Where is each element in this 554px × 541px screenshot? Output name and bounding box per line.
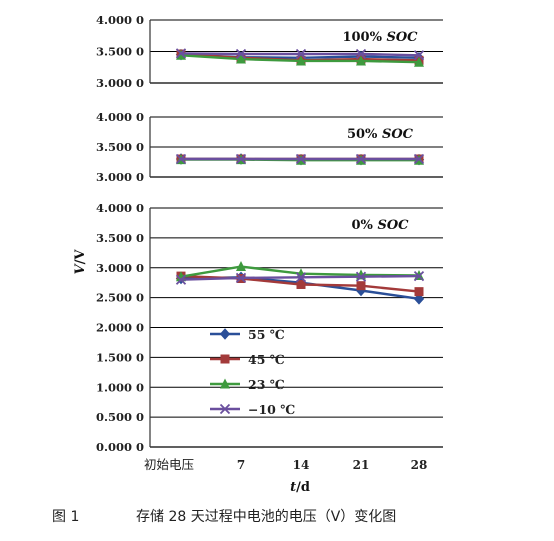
data-point <box>175 274 187 285</box>
y-tick-label: 0.500 0 <box>96 410 144 424</box>
y-tick-label: 3.500 0 <box>96 231 144 245</box>
y-axis-label: V/V <box>73 249 88 275</box>
data-point <box>356 55 366 66</box>
y-tick-label: 4.000 0 <box>96 201 144 215</box>
caption-number: 图 1 <box>52 509 80 525</box>
data-point <box>413 293 425 305</box>
x-tick-label: 28 <box>411 458 428 472</box>
data-point <box>414 287 424 297</box>
legend-marker <box>219 328 231 340</box>
y-tick-label: 0.000 0 <box>96 440 144 454</box>
data-point <box>175 153 187 165</box>
y-tick-label: 1.500 0 <box>96 350 144 364</box>
x-tick-label: 7 <box>237 458 245 472</box>
x-axis-label: t/d <box>290 480 310 495</box>
legend-marker <box>220 354 230 364</box>
data-point <box>355 153 367 165</box>
y-tick-label: 2.000 0 <box>96 321 144 335</box>
panel-title: 50% SOC <box>347 127 414 142</box>
y-tick-label: 3.500 0 <box>96 45 144 59</box>
data-point <box>355 271 367 282</box>
x-tick-label: 14 <box>293 458 310 472</box>
y-tick-label: 3.000 0 <box>96 76 144 90</box>
y-tick-label: 3.500 0 <box>96 140 144 154</box>
data-point <box>413 50 425 61</box>
data-point <box>235 48 247 60</box>
x-tick-label: 21 <box>353 458 370 472</box>
y-tick-label: 2.500 0 <box>96 291 144 305</box>
y-tick-label: 3.000 0 <box>96 261 144 275</box>
legend-marker <box>219 403 231 415</box>
data-point <box>296 279 306 289</box>
legend-label: 23 ℃ <box>248 377 285 392</box>
panel-title: 0% SOC <box>352 218 410 233</box>
data-point <box>236 261 246 272</box>
data-point <box>235 272 247 284</box>
legend-label: −10 ℃ <box>248 402 295 417</box>
y-tick-label: 4.000 0 <box>96 13 144 27</box>
data-point <box>236 53 246 64</box>
data-point <box>296 55 306 66</box>
data-point <box>295 48 307 60</box>
data-point <box>414 56 424 67</box>
legend-label: 55 ℃ <box>248 327 285 342</box>
y-tick-label: 3.000 0 <box>96 170 144 184</box>
data-point <box>356 281 366 291</box>
data-point <box>413 270 425 282</box>
panel-title: 100% SOC <box>342 30 418 45</box>
y-tick-label: 1.000 0 <box>96 380 144 394</box>
y-tick-label: 4.000 0 <box>96 110 144 124</box>
legend-marker <box>220 378 230 389</box>
data-point <box>235 153 247 165</box>
legend-label: 45 ℃ <box>248 352 285 367</box>
data-point <box>176 49 186 60</box>
data-point <box>413 153 425 165</box>
data-point <box>295 153 307 165</box>
data-point <box>355 48 367 60</box>
caption-text: 存储 28 天过程中电池的电压（V）变化图 <box>136 509 397 525</box>
data-point <box>175 48 187 59</box>
data-point <box>295 272 307 283</box>
x-tick-label: 初始电压 <box>144 457 194 472</box>
